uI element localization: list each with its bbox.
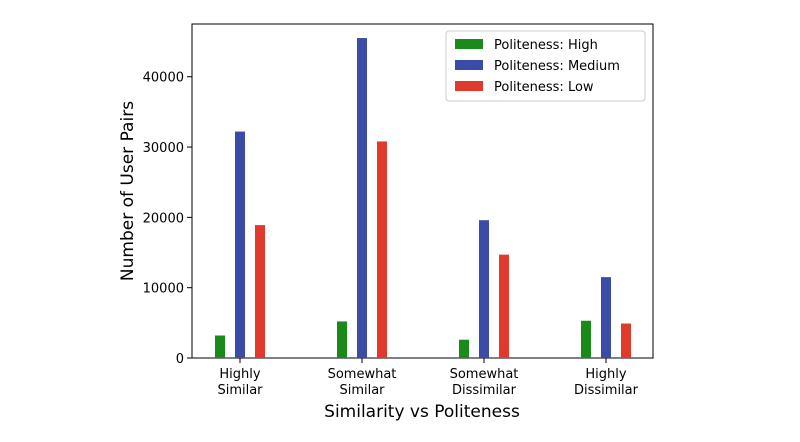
x-tick-label: Dissimilar [452, 383, 517, 398]
legend-label-1: Politeness: High [494, 38, 598, 53]
x-axis-ticks: HighlySimilarSomewhatSimilarSomewhatDiss… [217, 358, 639, 398]
y-tick-label: 10000 [143, 282, 184, 297]
legend-label-2: Politeness: Medium [494, 59, 620, 74]
bar-3-4 [621, 323, 631, 358]
bar-1-4 [581, 320, 591, 358]
bar-1-3 [459, 339, 469, 358]
bar-1-1 [215, 335, 225, 358]
bar-2-4 [601, 277, 611, 358]
bars-group [215, 38, 631, 358]
x-tick-label: Highly [219, 367, 260, 382]
legend-swatch-3 [455, 81, 483, 91]
legend-swatch-1 [455, 39, 483, 49]
bar-3-2 [377, 141, 387, 358]
bar-2-3 [479, 220, 489, 358]
legend-box [445, 30, 646, 102]
bar-3-3 [499, 254, 509, 358]
y-tick-label: 0 [176, 352, 184, 367]
x-tick-label: Highly [585, 367, 626, 382]
y-axis-ticks: 0 10000 20000 30000 40000 [143, 71, 192, 367]
y-tick-label: 40000 [143, 71, 184, 86]
y-axis-title: Number of User Pairs [118, 101, 138, 281]
x-tick-label: Somewhat [450, 367, 519, 382]
x-axis-title: Similarity vs Politeness [324, 402, 520, 422]
legend: Politeness: High Politeness: Medium Polite… [445, 30, 646, 102]
y-tick-label: 20000 [143, 211, 184, 226]
legend-swatch-2 [455, 60, 483, 70]
plot-frame [191, 23, 654, 359]
legend-label-3: Politeness: Low [494, 80, 594, 95]
x-tick-label: Similar [339, 383, 385, 398]
x-tick-label: Dissimilar [574, 383, 639, 398]
x-tick-label: Somewhat [328, 367, 397, 382]
bar-2-1 [235, 131, 245, 358]
bar-2-2 [357, 38, 367, 358]
bar-1-2 [337, 321, 347, 358]
bar-3-1 [255, 225, 265, 358]
y-tick-label: 30000 [143, 141, 184, 156]
x-tick-label: Similar [217, 383, 263, 398]
